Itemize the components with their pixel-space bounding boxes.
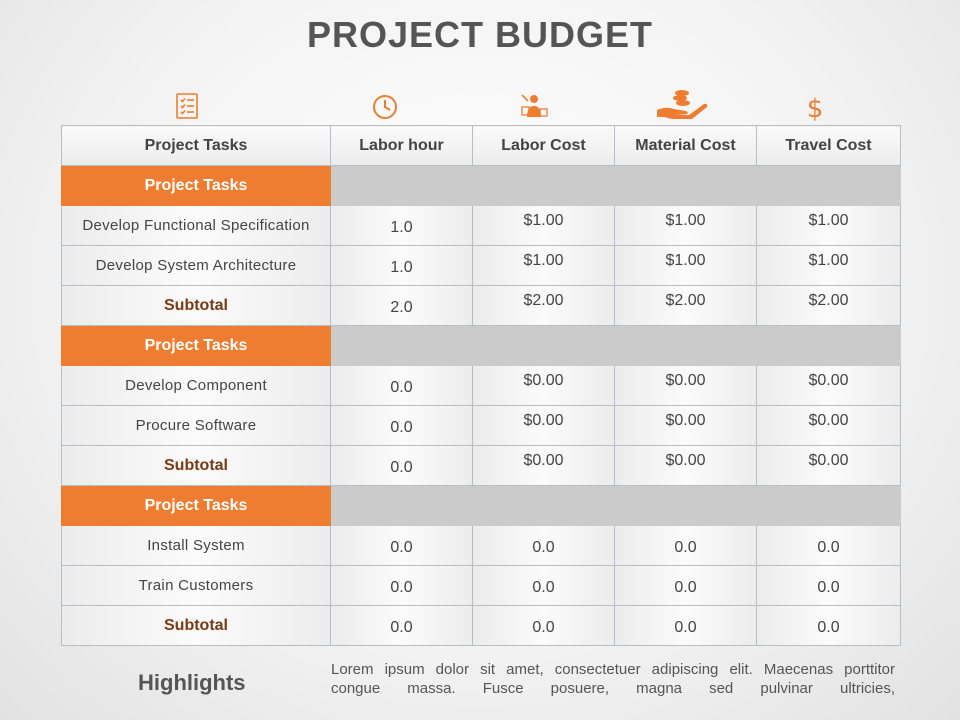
subtotal-label: Subtotal	[61, 605, 331, 646]
labor-cost-cell: $1.00	[472, 205, 615, 246]
table-row: Develop Functional Specification 1.0 $1.…	[61, 205, 901, 246]
section-label: Project Tasks	[61, 485, 331, 526]
task-name: Develop Component	[61, 365, 331, 406]
section-fill	[330, 165, 901, 206]
labor-hour-cell: 1.0	[330, 245, 473, 286]
labor-cost-cell: 0.0	[472, 525, 615, 566]
section-header-row: Project Tasks	[61, 165, 901, 206]
section-label: Project Tasks	[61, 165, 331, 206]
labor-cost-cell: $1.00	[472, 245, 615, 286]
section-fill	[330, 485, 901, 526]
dollar-icon: $	[800, 91, 830, 121]
material-cost-cell: $1.00	[614, 205, 757, 246]
labor-hour-cell: 0.0	[330, 605, 473, 646]
travel-cost-cell: 0.0	[756, 605, 901, 646]
material-cost-cell: $1.00	[614, 245, 757, 286]
subtotal-label: Subtotal	[61, 445, 331, 486]
subtotal-row: Subtotal 0.0 $0.00 $0.00 $0.00	[61, 445, 901, 486]
labor-hour-cell: 2.0	[330, 285, 473, 326]
travel-cost-cell: $2.00	[756, 285, 901, 326]
material-cost-cell: $0.00	[614, 405, 757, 446]
labor-hour-cell: 0.0	[330, 445, 473, 486]
budget-table: Project Tasks Labor hour Labor Cost Mate…	[61, 125, 901, 646]
travel-cost-cell: 0.0	[756, 565, 901, 606]
travel-cost-cell: $0.00	[756, 405, 901, 446]
column-header-tasks: Project Tasks	[61, 125, 331, 166]
material-cost-cell: 0.0	[614, 605, 757, 646]
labor-cost-cell: 0.0	[472, 565, 615, 606]
material-cost-cell: 0.0	[614, 565, 757, 606]
section-header-row: Project Tasks	[61, 485, 901, 526]
table-row: Develop Component 0.0 $0.00 $0.00 $0.00	[61, 365, 901, 406]
task-name: Develop Functional Specification	[61, 205, 331, 246]
labor-cost-cell: $0.00	[472, 365, 615, 406]
section-fill	[330, 325, 901, 366]
header-row: Project Tasks Labor hour Labor Cost Mate…	[61, 125, 901, 166]
travel-cost-cell: 0.0	[756, 525, 901, 566]
column-header-labor-cost: Labor Cost	[472, 125, 615, 166]
labor-hour-cell: 1.0	[330, 205, 473, 246]
labor-hour-cell: 0.0	[330, 565, 473, 606]
subtotal-label: Subtotal	[61, 285, 331, 326]
hand-coins-icon	[656, 86, 708, 122]
labor-cost-cell: $0.00	[472, 445, 615, 486]
column-header-labor-hour: Labor hour	[330, 125, 473, 166]
subtotal-row: Subtotal 2.0 $2.00 $2.00 $2.00	[61, 285, 901, 326]
section-label: Project Tasks	[61, 325, 331, 366]
page-title: PROJECT BUDGET	[306, 14, 654, 55]
column-header-travel-cost: Travel Cost	[756, 125, 901, 166]
material-cost-cell: 0.0	[614, 525, 757, 566]
travel-cost-cell: $0.00	[756, 445, 901, 486]
highlights-text: Lorem ipsum dolor sit amet, consectetuer…	[331, 661, 895, 697]
task-name: Train Customers	[61, 565, 331, 606]
task-name: Procure Software	[61, 405, 331, 446]
material-cost-cell: $0.00	[614, 445, 757, 486]
labor-cost-cell: $2.00	[472, 285, 615, 326]
column-header-material-cost: Material Cost	[614, 125, 757, 166]
travel-cost-cell: $0.00	[756, 365, 901, 406]
labor-cost-cell: 0.0	[472, 605, 615, 646]
task-name: Develop System Architecture	[61, 245, 331, 286]
travel-cost-cell: $1.00	[756, 205, 901, 246]
checklist-icon	[172, 91, 202, 121]
section-header-row: Project Tasks	[61, 325, 901, 366]
labor-hour-cell: 0.0	[330, 365, 473, 406]
labor-cost-cell: $0.00	[472, 405, 615, 446]
highlights-label: Highlights	[138, 670, 246, 695]
subtotal-row: Subtotal 0.0 0.0 0.0 0.0	[61, 605, 901, 646]
table-row: Procure Software 0.0 $0.00 $0.00 $0.00	[61, 405, 901, 446]
clock-icon	[370, 91, 400, 121]
labor-hour-cell: 0.0	[330, 405, 473, 446]
labor-hour-cell: 0.0	[330, 525, 473, 566]
table-row: Train Customers 0.0 0.0 0.0 0.0	[61, 565, 901, 606]
task-name: Install System	[61, 525, 331, 566]
table-row: Install System 0.0 0.0 0.0 0.0	[61, 525, 901, 566]
material-cost-cell: $0.00	[614, 365, 757, 406]
svg-text:$: $	[807, 94, 824, 121]
material-cost-cell: $2.00	[614, 285, 757, 326]
travel-cost-cell: $1.00	[756, 245, 901, 286]
table-row: Develop System Architecture 1.0 $1.00 $1…	[61, 245, 901, 286]
worker-icon	[519, 91, 549, 121]
